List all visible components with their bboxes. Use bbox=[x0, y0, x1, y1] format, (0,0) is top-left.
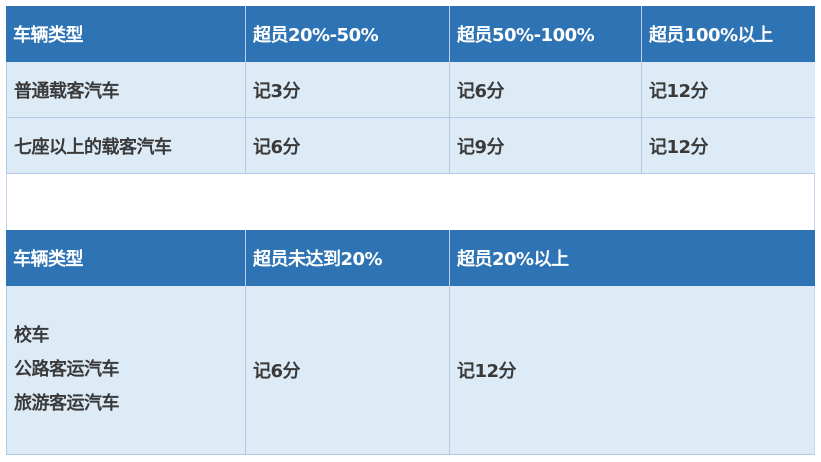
header-overload-20-50: 超员20%-50% bbox=[246, 6, 450, 62]
table-cell: 记12分 bbox=[642, 118, 815, 174]
header-overload-over-20: 超员20%以上 bbox=[450, 230, 815, 286]
table-cell: 普通载客汽车 bbox=[6, 62, 246, 118]
spacer-row bbox=[6, 174, 815, 230]
table-cell: 记6分 bbox=[246, 286, 450, 455]
vehicle-type: 公路客运汽车 bbox=[14, 359, 120, 380]
table-cell: 记3分 bbox=[246, 62, 450, 118]
header-overload-50-100: 超员50%-100% bbox=[450, 6, 642, 62]
table-cell: 记12分 bbox=[642, 62, 815, 118]
header-vehicle-type: 车辆类型 bbox=[6, 6, 246, 62]
header-vehicle-type: 车辆类型 bbox=[6, 230, 246, 286]
table-cell: 七座以上的载客汽车 bbox=[6, 118, 246, 174]
header-overload-100-plus: 超员100%以上 bbox=[642, 6, 815, 62]
vehicle-type: 旅游客运汽车 bbox=[14, 393, 120, 414]
vehicle-types-cell: 校车 公路客运汽车 旅游客运汽车 bbox=[6, 286, 246, 455]
table-cell: 记6分 bbox=[450, 62, 642, 118]
table-cell: 记6分 bbox=[246, 118, 450, 174]
header-overload-under-20: 超员未达到20% bbox=[246, 230, 450, 286]
table-cell: 记9分 bbox=[450, 118, 642, 174]
vehicle-type: 校车 bbox=[14, 325, 50, 346]
table-cell: 记12分 bbox=[450, 286, 815, 455]
